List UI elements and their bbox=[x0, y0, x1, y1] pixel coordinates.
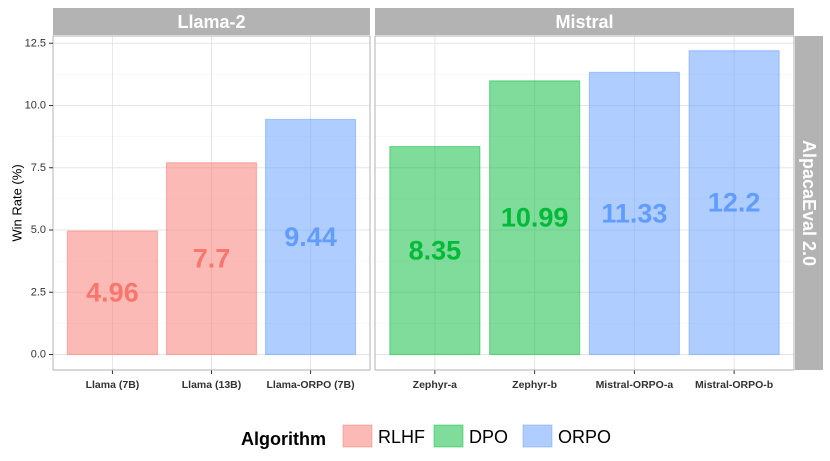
bar-mistral-orpo-b bbox=[688, 50, 780, 356]
x-tick-label-zephyr-b: Zephyr-b bbox=[512, 379, 557, 391]
panels-layer: Llama-2 4.96 Llama (7B) 7.7 Llama (13B) 9.44 L… bbox=[52, 8, 795, 391]
panel-border bbox=[374, 35, 795, 371]
legend-label-orpo: ORPO bbox=[558, 427, 611, 447]
legend-title: Algorithm bbox=[241, 429, 326, 449]
y-tick-label-2-5: 2.5 bbox=[31, 286, 46, 298]
panel-llama-2: Llama-2 4.96 Llama (7B) 7.7 Llama (13B) 9.44 L… bbox=[52, 8, 371, 391]
row-strip-background bbox=[795, 36, 823, 370]
x-tick-label-llama-13b: Llama (13B) bbox=[182, 379, 242, 391]
legend-item-dpo: DPO bbox=[433, 424, 508, 448]
legend-label-rlhf: RLHF bbox=[378, 427, 425, 447]
value-label-llama-orpo-7b: 9.44 bbox=[284, 222, 337, 252]
x-tick-label-llama-7b: Llama (7B) bbox=[86, 379, 140, 391]
y-axis-title: Win Rate (%) bbox=[10, 164, 25, 241]
strip-label-mistral: Mistral bbox=[555, 12, 613, 32]
panel-border bbox=[52, 35, 371, 371]
value-label-mistral-orpo-a: 11.33 bbox=[601, 198, 667, 228]
value-label-llama-13b: 7.7 bbox=[193, 244, 231, 274]
row-strip-label: AlpacaEval 2.0 bbox=[799, 140, 819, 266]
y-tick-label-0-0: 0.0 bbox=[31, 349, 46, 361]
y-tick-label-5-0: 5.0 bbox=[31, 224, 46, 236]
row-strip: AlpacaEval 2.0 bbox=[795, 36, 823, 370]
y-tick-label-10-0: 10.0 bbox=[25, 100, 46, 112]
strip-background-mistral bbox=[375, 8, 794, 35]
y-tick-label-7-5: 7.5 bbox=[31, 162, 46, 174]
value-label-zephyr-b: 10.99 bbox=[501, 203, 569, 233]
bar-llama-orpo-7b bbox=[264, 118, 357, 356]
x-tick-label-llama-orpo-7b: Llama-ORPO (7B) bbox=[267, 379, 355, 391]
strip-background-llama-2 bbox=[53, 8, 370, 35]
y-tick-label-12-5: 12.5 bbox=[25, 37, 46, 49]
panel-mistral: Mistral 8.35 Zephyr-a 10.99 Zephyr-b 11.33 Mis… bbox=[374, 8, 795, 391]
x-tick-label-mistral-orpo-b: Mistral-ORPO-b bbox=[695, 379, 773, 391]
bar-zephyr-b bbox=[489, 80, 581, 356]
strip-label-llama-2: Llama-2 bbox=[177, 12, 245, 32]
legend-item-orpo: ORPO bbox=[522, 424, 611, 448]
legend-item-rlhf: RLHF bbox=[342, 424, 425, 448]
legend: Algorithm RLHF DPO ORPO bbox=[241, 424, 611, 449]
x-tick-label-zephyr-a: Zephyr-a bbox=[413, 379, 458, 391]
y-axis: Win Rate (%) 0.0 2.5 5.0 7.5 10.0 12.5 bbox=[10, 37, 53, 361]
bar-mistral-orpo-a bbox=[588, 71, 680, 356]
legend-key-orpo bbox=[522, 424, 553, 448]
x-tick-label-mistral-orpo-a: Mistral-ORPO-a bbox=[596, 379, 674, 391]
value-label-mistral-orpo-b: 12.2 bbox=[708, 188, 761, 218]
legend-label-dpo: DPO bbox=[469, 427, 508, 447]
legend-key-dpo bbox=[433, 424, 464, 448]
bar-zephyr-a bbox=[389, 145, 481, 356]
legend-key-rlhf bbox=[342, 424, 373, 448]
value-label-llama-7b: 4.96 bbox=[86, 278, 139, 308]
bar-llama-13b bbox=[165, 162, 258, 356]
bar-llama-7b bbox=[66, 230, 159, 356]
value-label-zephyr-a: 8.35 bbox=[409, 236, 462, 266]
